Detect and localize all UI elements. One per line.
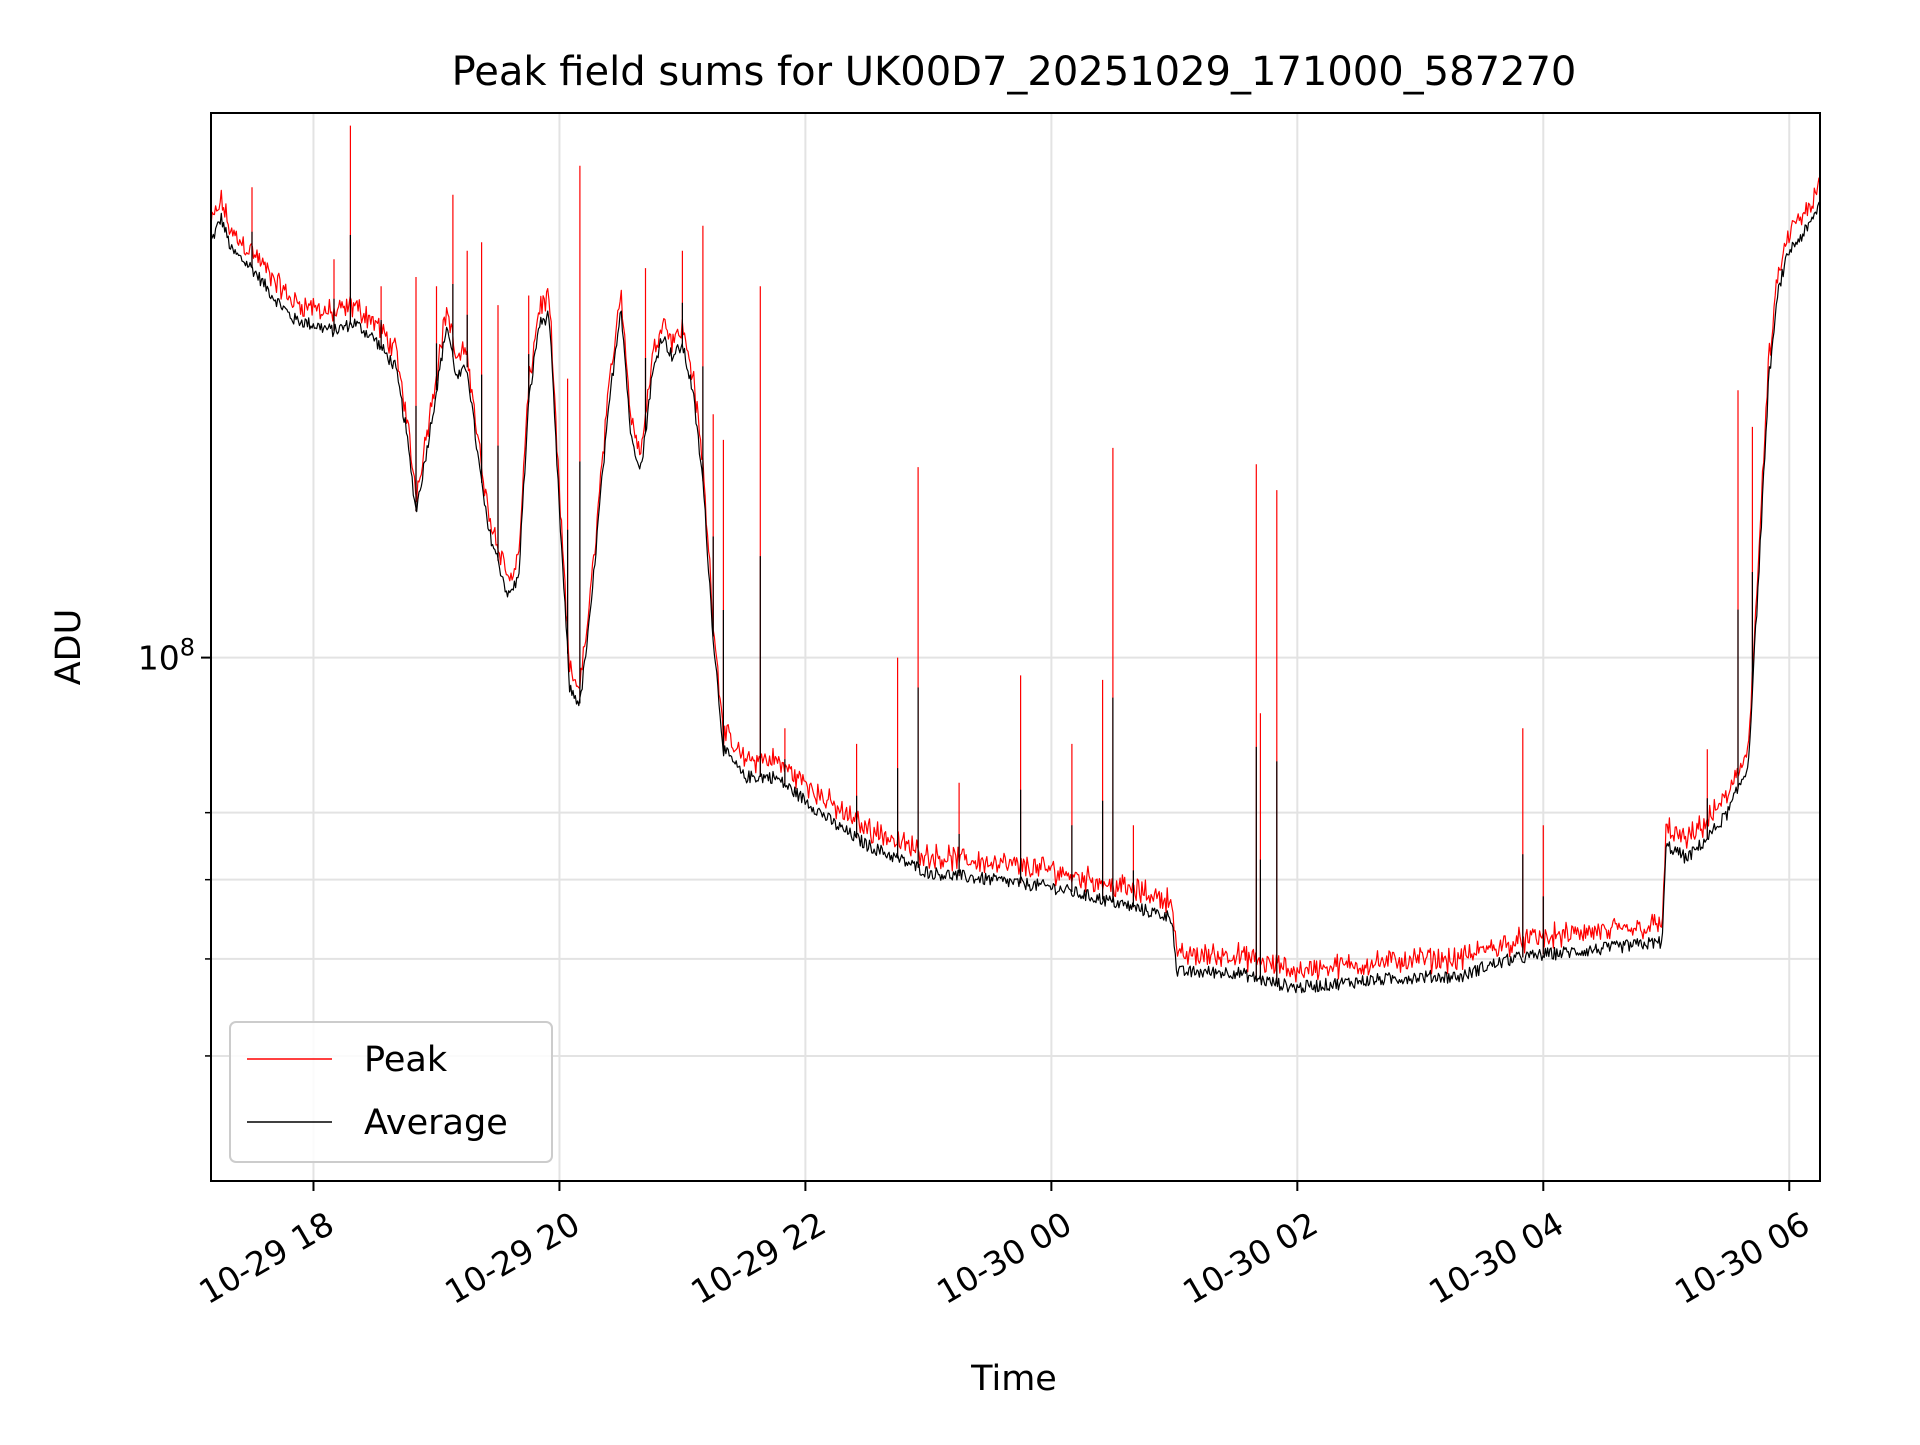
peak-series-line [211,125,1820,984]
legend-peak-label: Peak [364,1040,448,1080]
series-layer [211,125,1820,994]
chart-title: Peak field sums for UK00D7_20251029_1710… [452,49,1577,95]
legend: Peak Average [229,1021,553,1163]
x-axis-label: Time [970,1359,1057,1399]
y-axis-label: ADU [49,609,89,686]
plot-frame [210,112,1821,1182]
average-series-line [211,200,1820,994]
legend-box [229,1021,553,1163]
y-tick-label: 108 [138,634,195,678]
legend-average-label: Average [364,1103,508,1143]
